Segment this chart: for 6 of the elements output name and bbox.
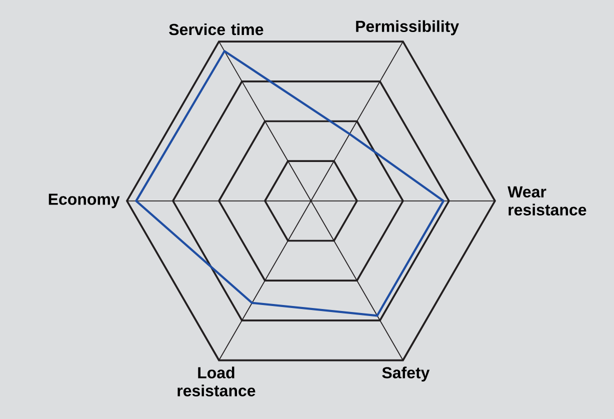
spoke-label: Service time	[169, 23, 264, 36]
spoke-label: Economy	[48, 194, 120, 208]
spoke-label: Load resistance	[178, 366, 256, 396]
spoke-label: Safety	[382, 366, 430, 382]
spoke-label: Permissibility	[356, 20, 460, 36]
spoke-label: Wear resistance	[508, 186, 586, 216]
